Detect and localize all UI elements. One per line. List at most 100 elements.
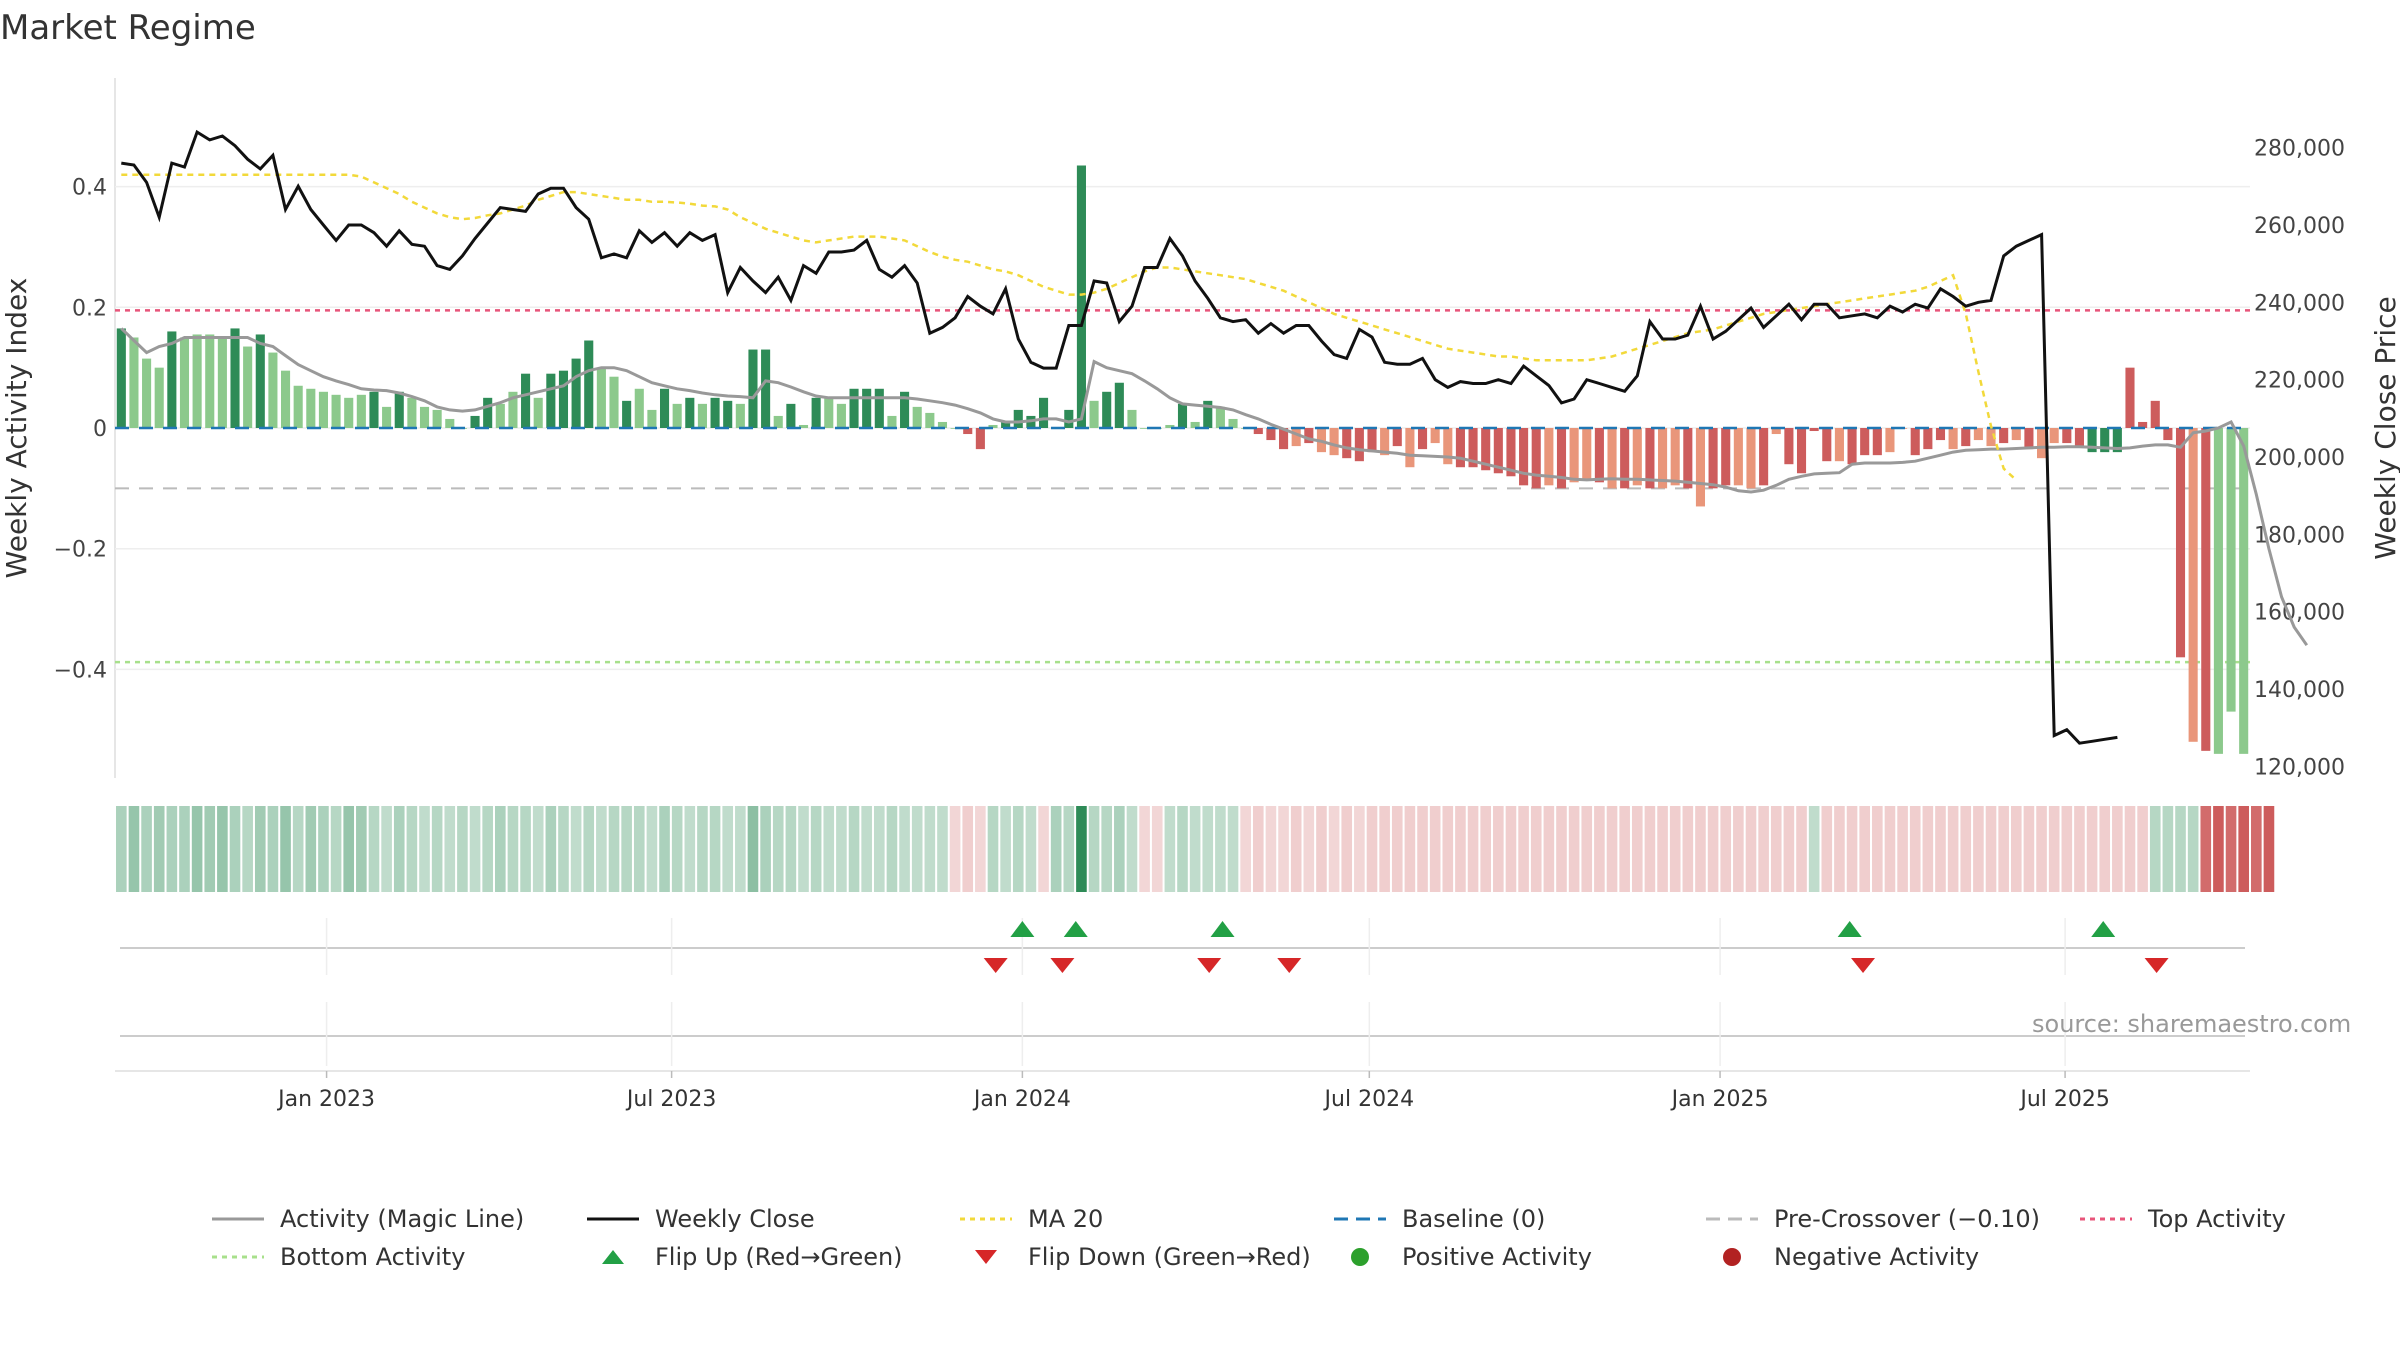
activity-bar [306,388,316,428]
flip-down-marker [1277,958,1302,973]
regime-band-cell [937,806,948,892]
regime-band-cell [785,806,797,892]
regime-band-cell [633,806,645,892]
regime-band-cell [1644,806,1656,892]
regime-band-cell [343,806,355,892]
regime-band-cell [1240,806,1251,892]
activity-bar [1468,428,1478,468]
activity-bar [1279,428,1289,450]
legend-item-positive-activity: Positive Activity [1332,1238,1592,1276]
regime-band-cell [1341,806,1353,892]
activity-bar [1455,428,1465,468]
activity-bar [1822,428,1832,462]
regime-band-cell [242,806,253,892]
activity-bar [2125,367,2135,428]
regime-band-cell [747,806,759,892]
activity-bar [1405,428,1415,468]
regime-band-cell [2124,806,2136,892]
regime-band-cell [2074,806,2085,892]
regime-band-cell [1354,806,1365,892]
legend-item-top-activity: Top Activity [2078,1200,2286,1238]
regime-band-cell [646,806,658,892]
activity-bar [1796,428,1807,474]
y-tick-label-right: 220,000 [2254,369,2345,394]
activity-bar [1860,428,1870,456]
regime-band-cell [2036,806,2047,892]
regime-band-cell [1518,806,1529,892]
activity-bar [508,391,518,428]
regime-band-cell [2061,806,2073,892]
x-tick-label: Jan 2025 [1670,1087,1769,1112]
regime-band-cell [558,806,569,892]
flip-up-marker [1010,921,1035,937]
regime-band-cell [495,806,506,892]
regime-band-cell [2149,806,2161,892]
regime-band-cell [1493,806,1504,892]
activity-bar [1203,400,1213,428]
regime-band-cell [1038,806,1049,892]
regime-band-cell [1745,806,1757,892]
legend-label: Activity (Magic Line) [280,1205,525,1233]
activity-bar [1013,409,1023,428]
regime-band-cell [1619,806,1630,892]
regime-band-cell [1758,806,1769,892]
regime-band-cell [1530,806,1542,892]
activity-bar [2163,428,2173,441]
regime-band-cell [1455,806,1466,892]
activity-bar [1771,428,1781,435]
activity-bar [1569,428,1579,483]
activity-bar [786,403,796,428]
activity-bar [571,358,581,428]
regime-band-cell [1164,806,1176,892]
regime-band-cell [330,806,342,892]
regime-band-cell [1417,806,1428,892]
activity-bar [192,334,202,428]
regime-band-cell [1290,806,1302,892]
regime-band-cell [836,806,847,892]
flip-up-marker [1837,921,1862,937]
x-tick-label: Jan 2024 [972,1087,1071,1112]
regime-band-cell [444,806,456,892]
legend-item-bottom-activity: Bottom Activity [210,1238,465,1276]
activity-bar [811,397,821,428]
activity-bar [1493,428,1503,474]
legend-swatch-magic-line [212,1217,264,1221]
activity-bar [1253,428,1263,435]
activity-bar [255,334,265,428]
regime-band-cell [861,806,872,892]
legend-swatch-bottom-activity [212,1255,264,1259]
regime-band-cell [1922,806,1934,892]
activity-bar [988,424,998,428]
activity-bar [280,370,291,428]
regime-band-cell [141,806,152,892]
activity-bar [1354,428,1364,462]
activity-bar [1342,428,1352,459]
activity-bar [1215,406,1225,428]
activity-bar [634,388,644,428]
activity-bar [1443,428,1453,465]
regime-band-cell [532,806,544,892]
activity-bar [154,367,164,428]
activity-bar [1531,428,1541,489]
activity-bar [672,403,682,428]
regime-band-cell [596,806,607,892]
regime-band-cell [406,806,418,892]
regime-band-cell [292,806,304,892]
activity-bar [470,415,480,428]
ma20-series [121,173,2018,482]
regime-band-cell [318,806,329,892]
regime-band-cell [873,806,885,892]
regime-band-cell [1556,806,1567,892]
y-tick-label-right: 140,000 [2254,678,2345,703]
regime-band-cell [1114,806,1125,892]
regime-band-cell [1303,806,1315,892]
regime-band-cell [722,806,734,892]
legend-item-baseline: Baseline (0) [1332,1200,1545,1238]
regime-band-cell [1063,806,1075,892]
flip-down-marker [1050,958,1075,973]
y-axis-label-left: Weekly Activity Index [0,278,33,579]
regime-band-cell [2175,806,2186,892]
activity-bar [1632,428,1642,486]
regime-band-cell [431,806,443,892]
regime-band-cell [1985,806,1997,892]
